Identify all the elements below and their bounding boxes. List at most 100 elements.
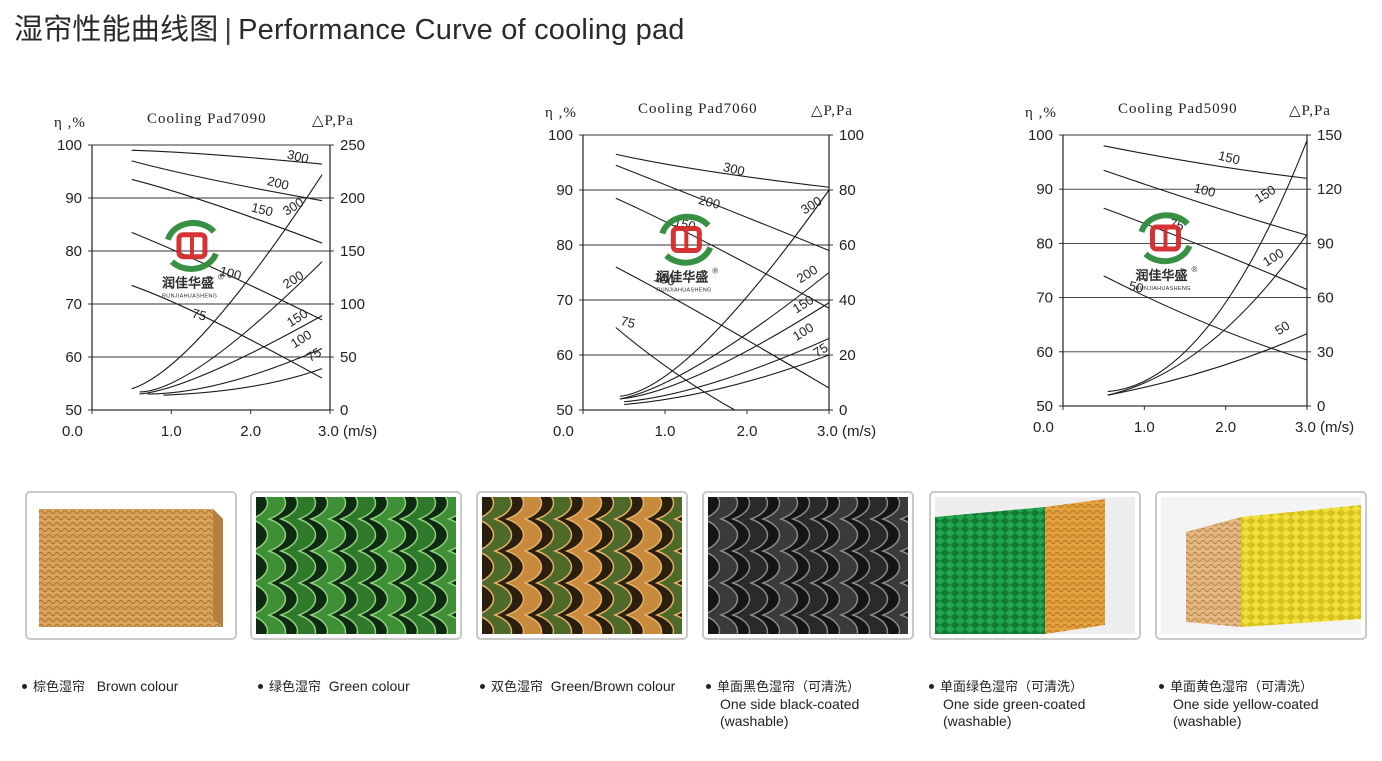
brand-registered-mark: ® <box>712 267 718 276</box>
efficiency-curve-300 <box>131 149 323 165</box>
left-axis-label: η ,% <box>54 115 86 131</box>
caption-en-line1: One side yellow-coated <box>1173 696 1319 712</box>
logo-green-arc-bottom <box>1143 244 1193 265</box>
right-tick-label: 90 <box>1317 235 1334 252</box>
right-tick-label: 100 <box>340 296 365 313</box>
pressure-curve-label: 150 <box>284 306 310 330</box>
pressure-curve-200 <box>139 261 323 393</box>
right-tick-label: 30 <box>1317 344 1334 361</box>
efficiency-curve-label: 75 <box>190 306 208 324</box>
pressure-curve-label: 100 <box>1260 245 1286 269</box>
photo-green-pad <box>250 491 462 640</box>
pad-flute <box>278 497 317 634</box>
left-tick-label: 90 <box>1036 181 1053 198</box>
left-tick-label: 60 <box>556 347 573 364</box>
efficiency-curve-300 <box>615 153 830 188</box>
right-tick-label: 100 <box>839 127 864 144</box>
pressure-curve-150 <box>619 302 830 400</box>
efficiency-curve-label: 75 <box>619 313 637 331</box>
efficiency-curve-label: 100 <box>1192 180 1217 200</box>
pressure-curve-200 <box>619 272 830 400</box>
caption-green-coated: 单面绿色湿帘（可清洗） One side green-coated (washa… <box>929 678 1085 730</box>
left-tick-label: 50 <box>1036 398 1053 415</box>
right-tick-label: 150 <box>1317 127 1342 144</box>
brand-logo: 润佳华盛 ® RUNJIAHUASHENG <box>1135 212 1197 292</box>
brand-name-en: RUNJIAHUASHENG <box>656 288 711 294</box>
brand-logo: 润佳华盛 ® RUNJIAHUASHENG <box>656 213 718 294</box>
pressure-curve-300 <box>619 189 830 397</box>
efficiency-curve-label: 300 <box>286 147 311 167</box>
efficiency-curve-200 <box>615 164 830 252</box>
x-tick-label: 3.0 <box>817 423 838 440</box>
pressure-curve-label: 300 <box>798 193 824 217</box>
bullet <box>480 683 485 689</box>
x-tick-label: 3.0 <box>1295 419 1316 436</box>
pressure-curve-50 <box>1107 333 1308 396</box>
bullet <box>258 683 263 689</box>
pad-flute <box>760 497 799 634</box>
pad-flute <box>624 497 663 634</box>
photo-brown-pad <box>25 491 237 640</box>
efficiency-curve-label: 200 <box>697 192 722 212</box>
bullet <box>1159 683 1164 689</box>
x-unit-label: (m/s) <box>343 423 377 440</box>
pad-flute <box>654 497 682 634</box>
right-tick-label: 50 <box>340 349 357 366</box>
chart-title: Cooling Pad5090 <box>1118 101 1238 117</box>
pad-flute <box>564 497 603 634</box>
left-tick-label: 50 <box>556 402 573 419</box>
caption-en-line2: (washable) <box>943 713 1012 729</box>
page-title: 湿帘性能曲线图 | Performance Curve of cooling pad <box>14 6 685 48</box>
right-tick-label: 20 <box>839 347 856 364</box>
left-tick-label: 90 <box>556 182 573 199</box>
caption-brown: 棕色湿帘 Brown colour <box>22 678 178 696</box>
chart-cooling-pad-7090: η ,% Cooling Pad7090 △P,Pa 50 60 70 80 90 100 0 50… <box>54 111 377 440</box>
efficiency-curve-100 <box>131 231 323 321</box>
efficiency-curve-75 <box>615 327 735 411</box>
efficiency-curve-label: 200 <box>266 173 291 193</box>
right-tick-label: 250 <box>340 137 365 154</box>
right-tick-label: 200 <box>340 190 365 207</box>
logo-green-arc-top <box>165 219 217 241</box>
right-axis-label: △P,Pa <box>1289 103 1331 119</box>
right-tick-label: 0 <box>340 402 348 419</box>
caption-black-coated: 单面黑色湿帘（可清洗） One side black-coated (washa… <box>706 678 860 730</box>
logo-green-arc-bottom <box>664 246 714 266</box>
pressure-curve-label: 50 <box>1272 318 1292 338</box>
pad-flute <box>594 497 633 634</box>
efficiency-curve-label: 150 <box>1217 148 1242 168</box>
right-axis-label: △P,Pa <box>312 113 354 129</box>
caption-zh: 单面黄色湿帘（可清洗） <box>1170 680 1314 695</box>
pad-flute <box>398 497 437 634</box>
efficiency-curve-100 <box>615 266 830 389</box>
caption-zh: 绿色湿帘 <box>269 680 322 695</box>
chart-cooling-pad-5090: η ,% Cooling Pad5090 △P,Pa 50 60 70 80 90 100 0 30… <box>1025 101 1354 436</box>
photo-yellow-coated-pad <box>1155 491 1367 640</box>
x-tick-label: 2.0 <box>1215 419 1236 436</box>
x-tick-label: 0.0 <box>553 423 574 440</box>
pressure-curve-label: 200 <box>280 267 306 291</box>
pad-flute <box>880 497 908 634</box>
efficiency-curve-150 <box>615 197 830 309</box>
caption-zh: 双色湿帘 <box>491 680 544 695</box>
x-tick-label: 0.0 <box>1033 419 1054 436</box>
brand-name-zh: 润佳华盛 <box>1135 268 1187 283</box>
efficiency-curve-75 <box>1103 207 1308 290</box>
brand-logo: 润佳华盛 ® RUNJIAHUASHENG <box>162 219 224 300</box>
left-tick-label: 60 <box>65 349 82 366</box>
left-tick-label: 100 <box>1028 127 1053 144</box>
efficiency-curve-label: 50 <box>1127 278 1145 296</box>
efficiency-curve-200 <box>131 160 323 202</box>
left-tick-label: 90 <box>65 190 82 207</box>
left-axis-label: η ,% <box>545 105 577 121</box>
caption-zh: 棕色湿帘 <box>33 680 86 695</box>
pad-flute <box>790 497 829 634</box>
pressure-curve-100 <box>623 337 830 403</box>
efficiency-curve-150 <box>1103 145 1308 179</box>
left-tick-label: 80 <box>1036 235 1053 252</box>
page-title-zh: 湿帘性能曲线图 <box>14 12 219 46</box>
pressure-curve-label: 100 <box>790 320 816 344</box>
efficiency-curve-75 <box>131 284 323 379</box>
pressure-curve-label: 75 <box>810 340 830 360</box>
pad-flute <box>708 497 739 634</box>
